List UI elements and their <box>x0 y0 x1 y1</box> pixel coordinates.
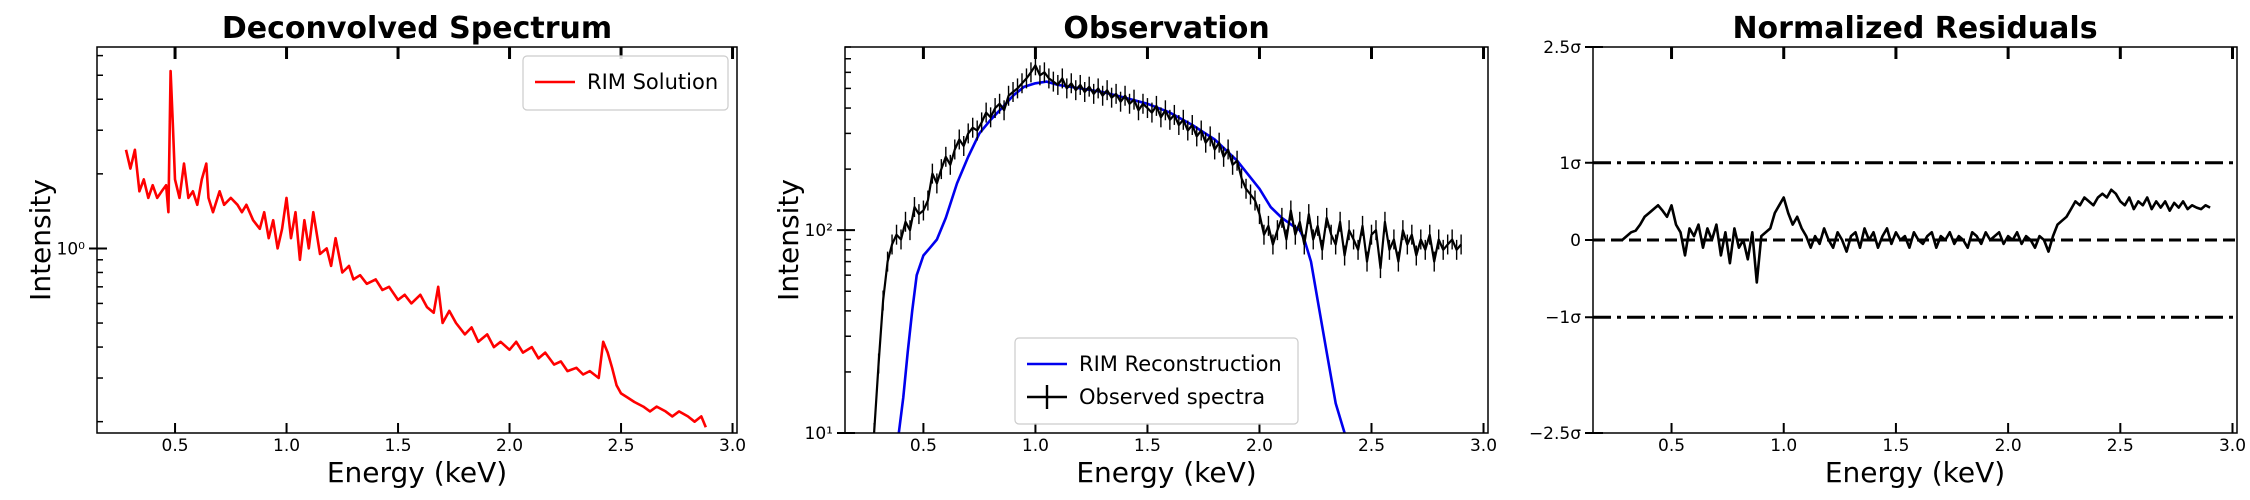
x-tick-label: 2.0 <box>496 436 523 456</box>
series-line <box>1621 188 2211 284</box>
x-tick-label: 1.5 <box>1882 436 1909 456</box>
legend-label: RIM Solution <box>587 70 718 94</box>
y-axis-label: Intensity <box>772 179 805 301</box>
x-tick-label: 2.5 <box>2107 436 2134 456</box>
x-tick-label: 3.0 <box>719 436 746 456</box>
chart-title: Observation <box>1063 11 1269 46</box>
y-tick-label: 10¹ <box>805 424 833 444</box>
series-observed-spectra <box>873 55 1462 433</box>
x-axis-label: Energy (keV) <box>327 456 507 489</box>
chart-panel-3: Normalized Residuals Energy (keV) 0.5 1.0 1.… <box>1529 11 2246 489</box>
x-tick-label: 2.0 <box>1246 436 1273 456</box>
series-rim-solution <box>124 69 707 428</box>
x-tick-label: 3.0 <box>2219 436 2246 456</box>
y-tick-label: 10⁰ <box>57 239 86 259</box>
y-tick-label: −1σ <box>1545 308 1581 328</box>
x-tick-label: 0.5 <box>162 436 189 456</box>
x-tick-label: 1.0 <box>273 436 300 456</box>
legend-box <box>1014 337 1299 425</box>
legend-label: Observed spectra <box>1079 385 1265 409</box>
x-tick-label: 0.5 <box>910 436 937 456</box>
chart-title: Normalized Residuals <box>1732 11 2097 46</box>
legend-label: RIM Reconstruction <box>1079 352 1282 376</box>
plot-area-frame <box>844 46 1489 434</box>
y-axis-label: Intensity <box>24 179 57 301</box>
x-tick-label: 1.0 <box>1022 436 1049 456</box>
x-tick-label: 3.0 <box>1470 436 1497 456</box>
y-tick-label: 1σ <box>1559 154 1581 174</box>
series-line <box>124 69 707 428</box>
x-tick-label: 2.5 <box>608 436 635 456</box>
x-tick-label: 0.5 <box>1658 436 1685 456</box>
series-residuals <box>1621 188 2211 284</box>
legend: RIM Reconstruction Observed spectra <box>1014 337 1299 425</box>
y-tick-label: 10² <box>805 221 833 241</box>
legend: RIM Solution <box>522 55 729 111</box>
plot-area-frame <box>1592 46 2238 434</box>
legend-box <box>522 55 729 111</box>
chart-title: Deconvolved Spectrum <box>222 11 612 46</box>
x-tick-label: 1.5 <box>385 436 412 456</box>
y-tick-label: 2.5σ <box>1543 38 1581 58</box>
chart-panel-2: Observation Energy (keV) Intensity 0.5 1.0 1.… <box>772 11 1497 489</box>
plot-area-frame <box>96 46 738 434</box>
chart-panel-1: Deconvolved Spectrum Energy (keV) Intensit… <box>24 11 746 489</box>
x-tick-label: 1.0 <box>1770 436 1797 456</box>
x-axis-label: Energy (keV) <box>1825 456 2005 489</box>
y-tick-label: 0 <box>1570 231 1581 251</box>
series-line <box>873 64 1462 433</box>
x-axis-label: Energy (keV) <box>1076 456 1256 489</box>
x-tick-label: 2.5 <box>1358 436 1385 456</box>
x-tick-label: 1.5 <box>1134 436 1161 456</box>
y-tick-label: −2.5σ <box>1529 424 1581 444</box>
x-tick-label: 2.0 <box>1995 436 2022 456</box>
